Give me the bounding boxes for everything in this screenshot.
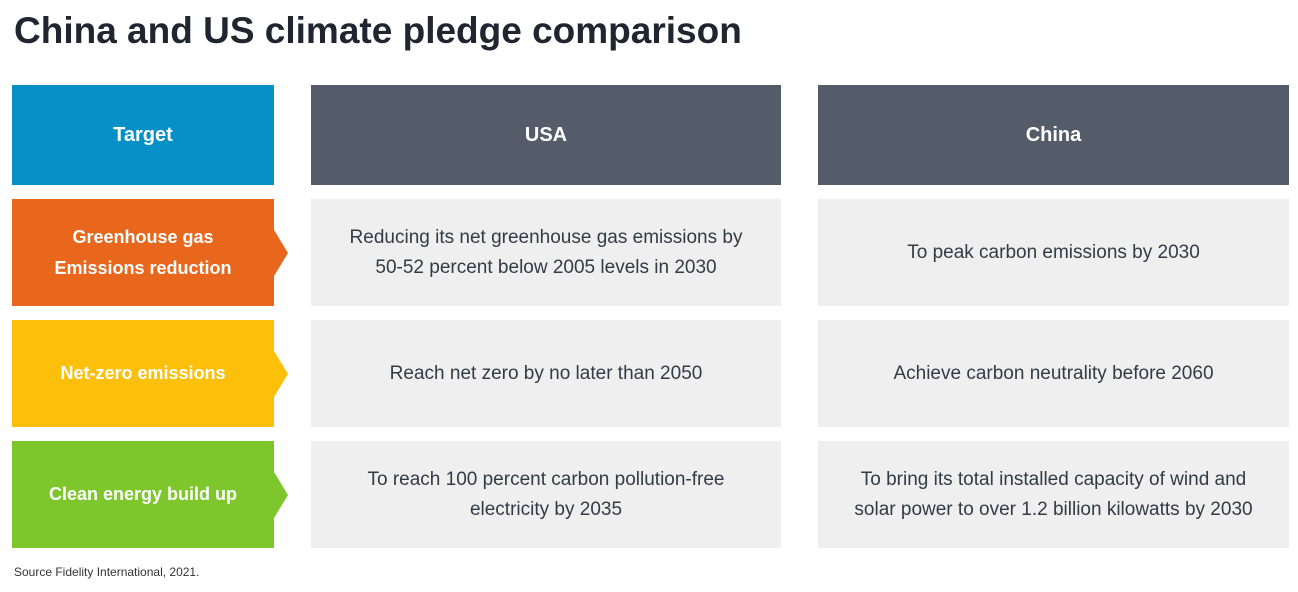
- comparison-table: Target USA China Greenhouse gas Emission…: [12, 85, 1289, 548]
- cell-text: Reducing its net greenhouse gas emission…: [349, 227, 743, 278]
- cell-china-greenhouse-gas: To peak carbon emissions by 2030: [818, 199, 1289, 306]
- cell-usa-net-zero: Reach net zero by no later than 2050: [311, 320, 781, 427]
- header-usa: USA: [311, 85, 781, 185]
- arrow-right-icon: [274, 350, 288, 397]
- header-china: China: [818, 85, 1289, 185]
- row-label-greenhouse-gas: Greenhouse gas Emissions reduction: [12, 199, 288, 306]
- source-note: Source Fidelity International, 2021.: [14, 565, 200, 579]
- climate-pledge-infographic: China and US climate pledge comparison T…: [12, 10, 1289, 579]
- cell-usa-clean-energy: To reach 100 percent carbon pollution-fr…: [311, 441, 781, 548]
- cell-text: Achieve carbon neutrality before 2060: [893, 362, 1214, 384]
- header-target: Target: [12, 85, 274, 185]
- row-label-text: Clean energy build up: [48, 484, 238, 505]
- cell-china-net-zero: Achieve carbon neutrality before 2060: [818, 320, 1289, 427]
- header-target-label: Target: [113, 123, 173, 146]
- row-label-clean-energy: Clean energy build up: [12, 441, 288, 548]
- cell-usa-greenhouse-gas: Reducing its net greenhouse gas emission…: [311, 199, 781, 306]
- page-title: China and US climate pledge comparison: [14, 10, 742, 51]
- cell-text: Reach net zero by no later than 2050: [389, 362, 703, 384]
- row-label-text: Greenhouse gas Emissions reduction: [54, 226, 232, 278]
- cell-text: To reach 100 percent carbon pollution-fr…: [367, 469, 725, 520]
- header-usa-label: USA: [524, 123, 568, 146]
- cell-text: To peak carbon emissions by 2030: [907, 241, 1200, 263]
- header-china-label: China: [1025, 123, 1082, 146]
- cell-text: To bring its total installed capacity of…: [854, 469, 1253, 520]
- row-label-net-zero: Net-zero emissions: [12, 320, 288, 427]
- arrow-right-icon: [274, 229, 288, 276]
- arrow-right-icon: [274, 471, 288, 518]
- cell-china-clean-energy: To bring its total installed capacity of…: [818, 441, 1289, 548]
- row-label-text: Net-zero emissions: [60, 363, 226, 384]
